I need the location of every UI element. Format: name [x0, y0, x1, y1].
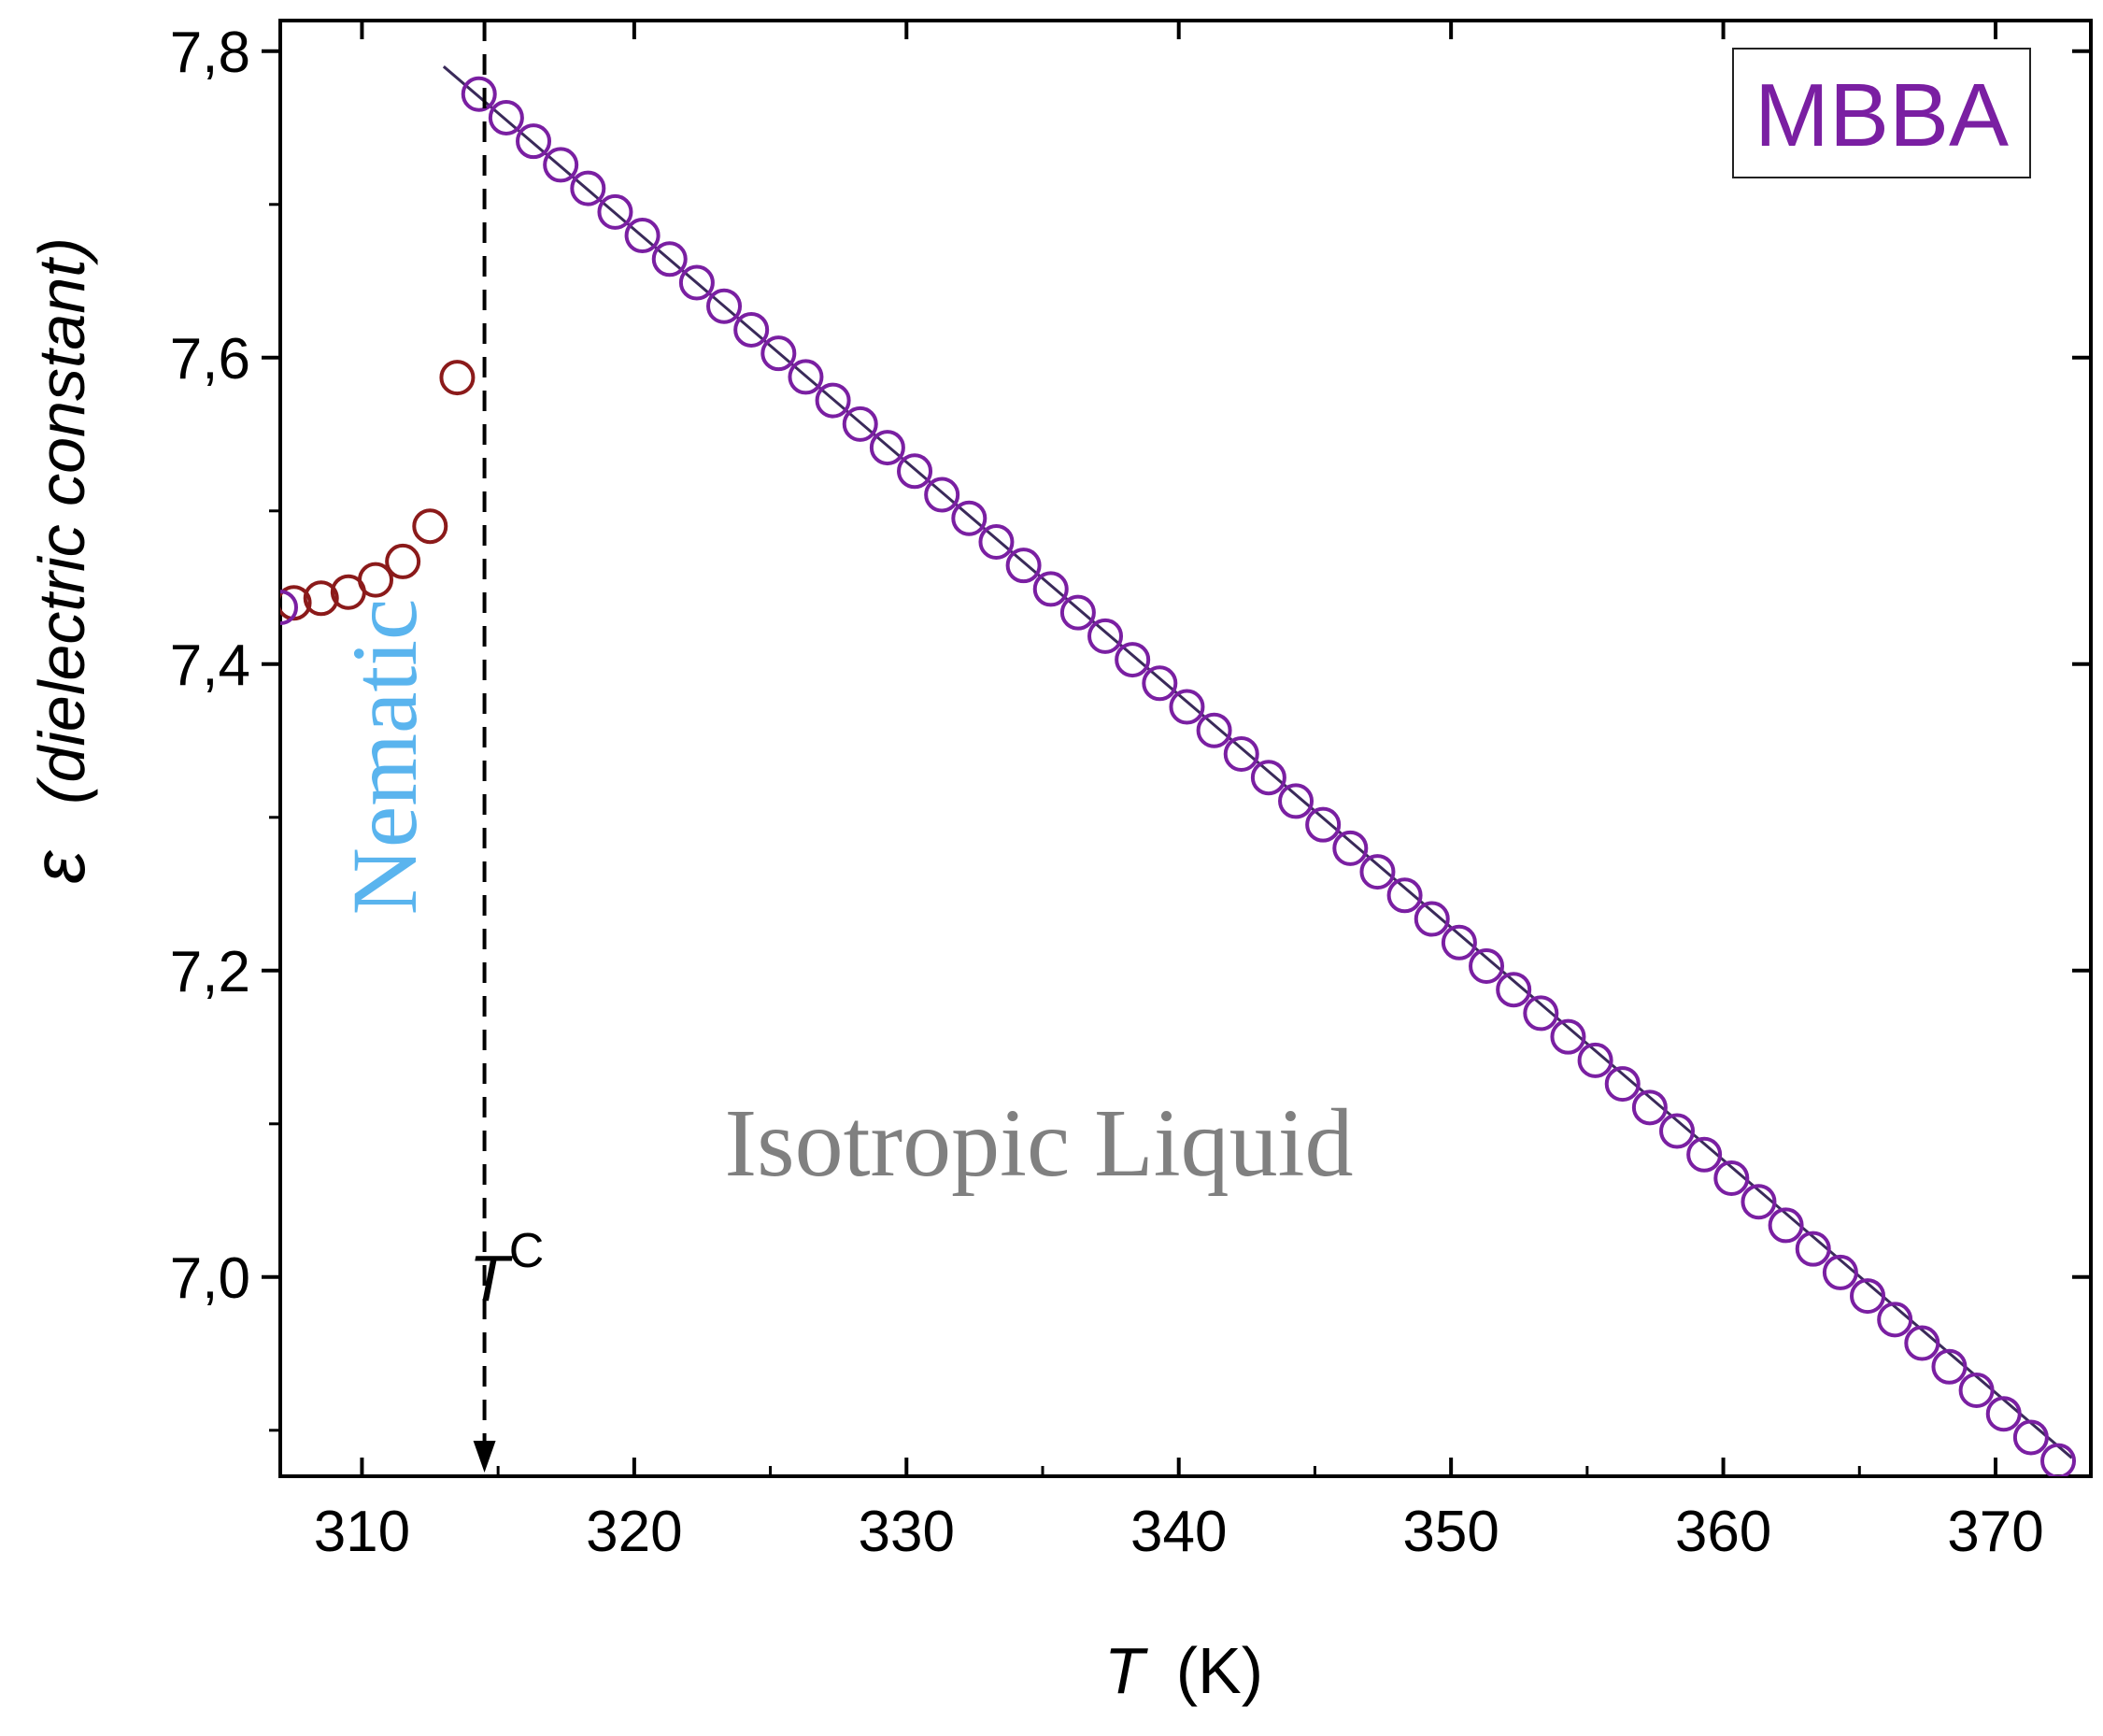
isotropic-point	[1631, 1089, 1668, 1126]
isotropic-point	[1441, 924, 1477, 960]
isotropic-point	[1958, 1372, 1995, 1408]
isotropic-point	[1005, 548, 1042, 584]
isotropic-point	[1931, 1348, 1968, 1385]
plot-frame	[278, 19, 2093, 1478]
isotropic-point	[788, 359, 824, 395]
nematic-label: Nematic	[333, 599, 436, 916]
isotropic-point	[1305, 806, 1342, 843]
isotropic-point	[1059, 594, 1096, 631]
x-tick-label: 320	[586, 1500, 682, 1564]
isotropic-point	[1169, 689, 1205, 725]
isotropic-point	[2012, 1419, 2049, 1456]
isotropic-point	[516, 123, 552, 160]
isotropic-point	[1768, 1207, 1804, 1244]
isotropic-point	[760, 335, 797, 372]
isotropic-point	[1087, 618, 1124, 654]
isotropic-point	[624, 218, 661, 254]
isotropic-point	[1985, 1396, 2022, 1432]
x-tick-label: 350	[1402, 1500, 1499, 1564]
isotropic-point	[1332, 830, 1369, 866]
isotropic-point	[1469, 947, 1505, 984]
isotropic-point	[1904, 1325, 1940, 1361]
y-tick-label: 7,8	[170, 21, 250, 85]
isotropic-point	[488, 99, 524, 135]
x-tick-label: 340	[1130, 1500, 1227, 1564]
nematic-point	[303, 580, 339, 617]
x-tick-label: 330	[859, 1500, 955, 1564]
isotropic-point	[1523, 995, 1559, 1032]
isotropic-point	[461, 76, 497, 112]
transition-label-main: T	[469, 1242, 513, 1315]
nematic-point	[412, 508, 448, 545]
x-tick-label: 370	[1947, 1500, 2043, 1564]
isotropic-point	[1877, 1302, 1913, 1338]
isotropic-point	[1795, 1231, 1831, 1267]
isotropic-point	[706, 288, 743, 324]
y-axis-title-symbol: ε	[17, 849, 100, 884]
y-tick-label: 7,6	[170, 327, 250, 391]
nematic-point	[439, 360, 476, 396]
isotropic-point	[543, 147, 579, 183]
isotropic-point	[815, 382, 851, 419]
x-axis-title: T (K)	[1104, 1634, 1263, 1707]
nematic-point	[385, 543, 421, 579]
isotropic-point	[1659, 1113, 1696, 1149]
x-tick-label: 310	[314, 1500, 410, 1564]
y-tick-label: 7,4	[170, 633, 250, 698]
isotropic-point	[842, 406, 878, 442]
y-tick-label: 7,2	[170, 940, 250, 1004]
isotropic-label: Isotropic Liquid	[724, 1089, 1353, 1197]
isotropic-point	[1741, 1184, 1777, 1220]
edge-point	[280, 590, 298, 626]
nematic-point	[358, 562, 393, 598]
transition-label: TC	[469, 1224, 544, 1315]
isotropic-point	[1414, 901, 1450, 937]
isotropic-point	[1686, 1136, 1723, 1173]
isotropic-point	[1850, 1278, 1886, 1315]
y-tick-label: 7,0	[170, 1246, 250, 1311]
sample-label: MBBA	[1755, 65, 2009, 165]
x-tick-label: 360	[1675, 1500, 1771, 1564]
points-layer	[280, 76, 2077, 1476]
isotropic-point	[951, 500, 988, 536]
isotropic-point	[1032, 571, 1069, 607]
isotropic-point	[1822, 1254, 1858, 1290]
x-axis-title-unit: (K)	[1176, 1634, 1263, 1707]
isotropic-point	[1142, 665, 1178, 702]
x-axis-title-symbol: T	[1104, 1634, 1148, 1707]
transition-arrowhead	[473, 1441, 496, 1473]
isotropic-point	[1359, 854, 1396, 890]
isotropic-point	[869, 430, 905, 466]
axes-layer: 310 320 330 340 350 360 370 7,0 7,2 7,4 7,6 7,8	[170, 21, 2091, 1564]
isotropic-point	[1604, 1066, 1641, 1103]
isotropic-point	[1713, 1160, 1750, 1196]
isotropic-point	[1196, 712, 1232, 748]
isotropic-point	[1577, 1042, 1613, 1078]
isotropic-point	[651, 241, 688, 277]
isotropic-point	[1386, 877, 1423, 914]
y-axis-title-text: (dielectric constant)	[25, 237, 98, 804]
isotropic-point	[924, 477, 960, 513]
isotropic-point	[1278, 783, 1314, 819]
isotropic-point	[978, 523, 1015, 560]
transition-label-sup: C	[509, 1224, 545, 1278]
isotropic-point	[678, 264, 715, 301]
isotropic-point	[1115, 642, 1151, 678]
isotropic-point	[1550, 1018, 1586, 1055]
isotropic-point	[1496, 972, 1532, 1008]
isotropic-point	[597, 193, 633, 230]
isotropic-point	[1223, 735, 1259, 772]
y-axis-title: ε (dielectric constant)	[17, 237, 100, 884]
isotropic-point	[570, 170, 606, 206]
isotropic-point	[2040, 1443, 2077, 1476]
isotropic-point	[1250, 760, 1286, 796]
sample-legend-box: MBBA	[1732, 48, 2031, 178]
isotropic-point	[733, 311, 770, 348]
transition-layer	[473, 21, 496, 1473]
isotropic-point	[897, 453, 933, 490]
plot-area	[278, 19, 2093, 1478]
